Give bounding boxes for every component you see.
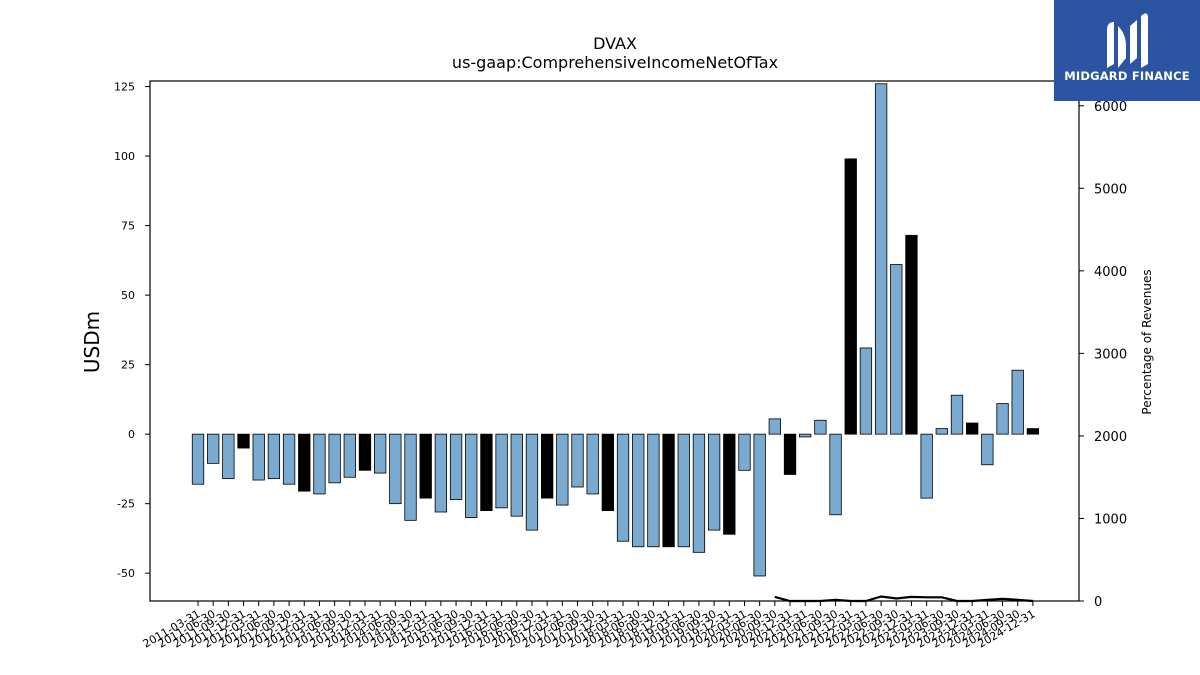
bar-2019-06-30 xyxy=(692,433,706,553)
chart-subtitle: us-gaap:ComprehensiveIncomeNetOfTax xyxy=(452,53,778,72)
bar-2020-12-31 xyxy=(783,433,797,475)
y-tick-label: 50 xyxy=(121,289,135,302)
chart-title: DVAX xyxy=(593,34,637,53)
pct-revenues-line xyxy=(774,595,1033,603)
bar-2021-12-31 xyxy=(844,158,857,435)
bar-2024-12-31 xyxy=(1026,428,1040,435)
axes-group: -50 -25 0 25 50 75 100 125 0 1000 2000 3000 4000 5000… xyxy=(114,80,1127,651)
bar-2015-12-31 xyxy=(480,433,493,512)
bar-2023-06-30 xyxy=(935,428,948,435)
bar-2023-03-31 xyxy=(920,433,933,499)
y2-tick-label: 2000 xyxy=(1094,430,1127,445)
bar-2020-09-30 xyxy=(768,418,781,435)
bar-2011-09-30 xyxy=(222,433,235,480)
bar-2022-03-31 xyxy=(859,347,873,435)
bar-2015-09-30 xyxy=(465,433,478,518)
y2-tick-label: 0 xyxy=(1094,595,1102,610)
bar-2024-03-31 xyxy=(981,433,994,466)
bar-2015-06-30 xyxy=(449,433,463,500)
bar-2022-12-31 xyxy=(905,234,918,435)
bar-2011-12-31 xyxy=(237,433,250,449)
y-tick-label: -50 xyxy=(117,567,135,580)
bar-2019-03-31 xyxy=(677,433,690,548)
bar-2013-12-31 xyxy=(358,433,372,471)
bar-2014-09-30 xyxy=(404,433,417,521)
y2-tick-label: 6000 xyxy=(1094,100,1127,115)
bar-2019-12-31 xyxy=(723,433,736,535)
bar-2020-06-30 xyxy=(753,433,766,577)
y-tick-label: 75 xyxy=(121,220,135,233)
bar-2021-06-30 xyxy=(814,419,827,435)
bar-2020-03-31 xyxy=(738,433,751,471)
brand-mark-icon xyxy=(1107,13,1148,68)
bar-2018-12-31 xyxy=(662,433,675,548)
y2-axis-label: Percentage of Revenues xyxy=(1140,269,1154,414)
y2-tick-label: 5000 xyxy=(1094,182,1127,197)
bar-2017-06-30 xyxy=(571,433,584,488)
bar-2013-09-30 xyxy=(343,433,356,478)
bar-2016-09-30 xyxy=(525,433,539,531)
bar-2017-03-31 xyxy=(556,433,569,506)
bar-2017-12-31 xyxy=(601,433,615,512)
bar-2016-06-30 xyxy=(510,433,523,517)
bar-2022-06-30 xyxy=(874,83,888,435)
bar-2013-06-30 xyxy=(328,433,341,484)
bar-2014-03-31 xyxy=(374,433,387,474)
plot-frame xyxy=(149,80,1080,602)
bar-2018-06-30 xyxy=(632,433,645,548)
y2-tick-label: 3000 xyxy=(1094,347,1127,362)
brand-logo: MIDGARD FINANCE xyxy=(1054,0,1200,101)
bar-2012-09-30 xyxy=(282,433,296,485)
y-tick-label: 100 xyxy=(114,150,135,163)
bar-2022-09-30 xyxy=(890,264,903,435)
bar-2024-09-30 xyxy=(1011,369,1024,435)
y-tick-label: -25 xyxy=(117,498,135,511)
bar-2021-03-31 xyxy=(799,433,812,438)
bar-2018-09-30 xyxy=(647,433,660,548)
line-layer xyxy=(774,595,1033,603)
y-tick-label: 0 xyxy=(128,428,135,441)
bar-2023-09-30 xyxy=(950,394,964,435)
y-tick-label: 25 xyxy=(121,359,135,372)
bar-2011-03-31 xyxy=(191,433,205,485)
bar-2012-06-30 xyxy=(267,433,281,480)
brand-name: MIDGARD FINANCE xyxy=(1064,69,1190,83)
bar-2024-06-30 xyxy=(996,403,1009,435)
bar-2014-06-30 xyxy=(389,433,402,505)
bar-2013-03-31 xyxy=(313,433,326,495)
bar-2021-09-30 xyxy=(829,433,842,516)
bars-group xyxy=(191,83,1040,577)
bar-2016-12-31 xyxy=(540,433,554,499)
bar-2023-12-31 xyxy=(966,422,979,435)
y2-tick-label: 4000 xyxy=(1094,265,1127,280)
y-tick-label: 125 xyxy=(114,81,135,94)
bar-2017-09-30 xyxy=(586,433,599,495)
bar-2018-03-31 xyxy=(616,433,630,542)
bar-2012-12-31 xyxy=(298,433,311,492)
bar-2015-03-31 xyxy=(434,433,448,513)
bar-2014-12-31 xyxy=(419,433,432,499)
bar-2011-06-30 xyxy=(207,433,220,464)
y2-tick-label: 1000 xyxy=(1094,512,1127,527)
bar-2019-09-30 xyxy=(707,433,721,531)
bar-2016-03-31 xyxy=(495,433,508,509)
y-axis-label: USDm xyxy=(80,311,104,373)
bar-2012-03-31 xyxy=(252,433,265,481)
